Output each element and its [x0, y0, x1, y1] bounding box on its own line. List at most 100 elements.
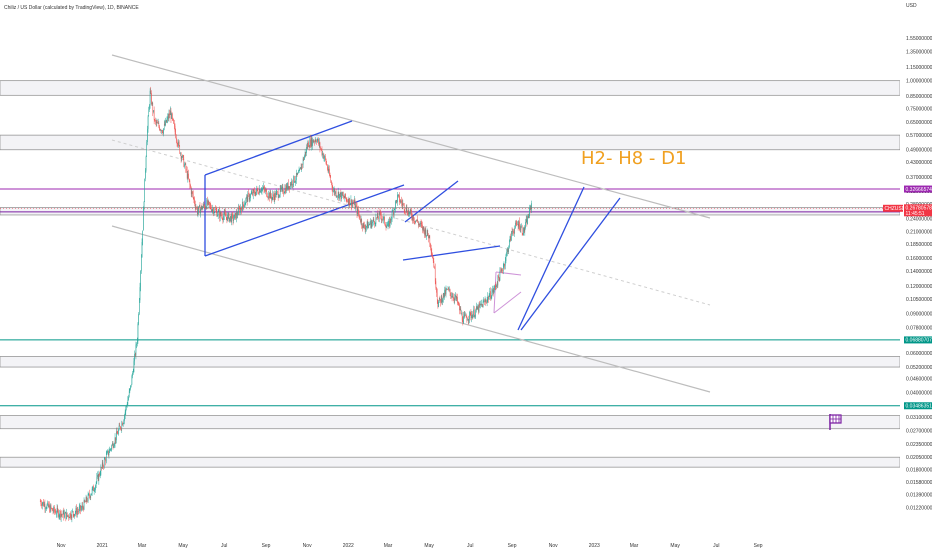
candle	[505, 257, 506, 270]
candle	[432, 256, 434, 264]
candle	[365, 224, 367, 235]
candle	[89, 495, 91, 501]
candle	[449, 288, 451, 297]
candle	[368, 221, 370, 226]
candle	[248, 192, 250, 202]
candle	[223, 208, 225, 221]
candle	[426, 235, 427, 240]
candle	[463, 311, 465, 319]
candle	[43, 498, 44, 507]
candle	[159, 124, 160, 132]
candle	[153, 106, 155, 125]
candle	[233, 215, 234, 224]
candle	[410, 208, 412, 215]
candle	[442, 297, 443, 306]
candle	[308, 140, 309, 148]
candle	[526, 216, 528, 227]
candle	[280, 184, 282, 192]
candle	[376, 212, 378, 220]
price-tick-label: 0.14000000	[906, 269, 932, 275]
candle	[486, 296, 488, 307]
candle	[44, 499, 46, 513]
candle	[192, 190, 194, 200]
candle	[190, 183, 191, 189]
candle	[438, 297, 440, 303]
candle	[417, 215, 418, 223]
candle	[375, 213, 377, 227]
candle	[474, 306, 475, 318]
price-tick-label: 0.07800000	[906, 326, 932, 332]
symbol-tag: CHZUSD	[883, 204, 906, 212]
candle	[41, 500, 42, 509]
candle	[488, 295, 489, 303]
candle	[469, 311, 471, 316]
candle	[232, 212, 234, 226]
flag-icon[interactable]	[829, 414, 842, 430]
candle	[251, 188, 253, 195]
candle	[448, 287, 449, 292]
candle	[47, 500, 48, 506]
candle	[438, 300, 439, 308]
candle	[413, 216, 414, 224]
candle	[370, 218, 371, 229]
candle	[94, 487, 96, 492]
price-tick-label: 1.00000000	[906, 78, 932, 84]
candle	[99, 470, 101, 479]
candle	[453, 293, 454, 302]
candle	[292, 179, 293, 189]
candle	[175, 128, 176, 139]
candle	[382, 215, 383, 222]
price-zone	[0, 356, 901, 368]
candle	[210, 202, 212, 210]
price-line-tag: 0.32666574	[904, 185, 932, 193]
candle	[419, 223, 420, 228]
time-axis[interactable]: Nov 2021 Mar May Jul Sep Nov 2022 Mar May Jul Sep No…	[0, 538, 932, 550]
candle	[523, 226, 525, 234]
candle	[226, 217, 228, 224]
candle	[302, 163, 303, 169]
candle	[164, 121, 166, 126]
candle	[369, 223, 371, 225]
candle	[312, 137, 313, 150]
candle	[250, 190, 252, 195]
candle	[445, 285, 447, 298]
candle	[356, 202, 358, 218]
candle	[60, 509, 61, 521]
candle	[502, 268, 503, 274]
time-tick-label: May	[424, 543, 434, 549]
candle	[451, 291, 453, 302]
candle	[281, 183, 283, 192]
candle	[460, 306, 462, 315]
candle	[317, 138, 319, 142]
candle	[269, 192, 270, 202]
price-tick-label: 0.75000000	[906, 106, 932, 112]
candle	[255, 191, 257, 197]
candle	[356, 201, 357, 208]
candle	[418, 220, 419, 229]
candle	[68, 514, 69, 521]
time-tick-label: Mar	[384, 543, 393, 549]
candle	[110, 447, 112, 452]
candle	[110, 448, 111, 452]
candle	[385, 224, 387, 231]
time-tick-label: Nov	[303, 543, 312, 549]
candle	[208, 200, 209, 206]
price-tick-label: 0.02700000	[906, 428, 932, 434]
candle	[496, 281, 498, 289]
candle	[459, 306, 461, 311]
candle	[132, 368, 134, 375]
candle	[325, 158, 327, 165]
candle	[58, 513, 60, 520]
candle	[228, 212, 230, 222]
price-tick-label: 0.03100000	[906, 415, 932, 421]
candle	[427, 229, 429, 236]
candle	[310, 136, 312, 151]
svg-text:11:45:51: 11:45:51	[906, 211, 925, 217]
candle	[187, 171, 189, 183]
candle	[266, 189, 267, 198]
candle	[217, 211, 218, 217]
candle	[345, 197, 347, 202]
candle	[285, 184, 286, 195]
